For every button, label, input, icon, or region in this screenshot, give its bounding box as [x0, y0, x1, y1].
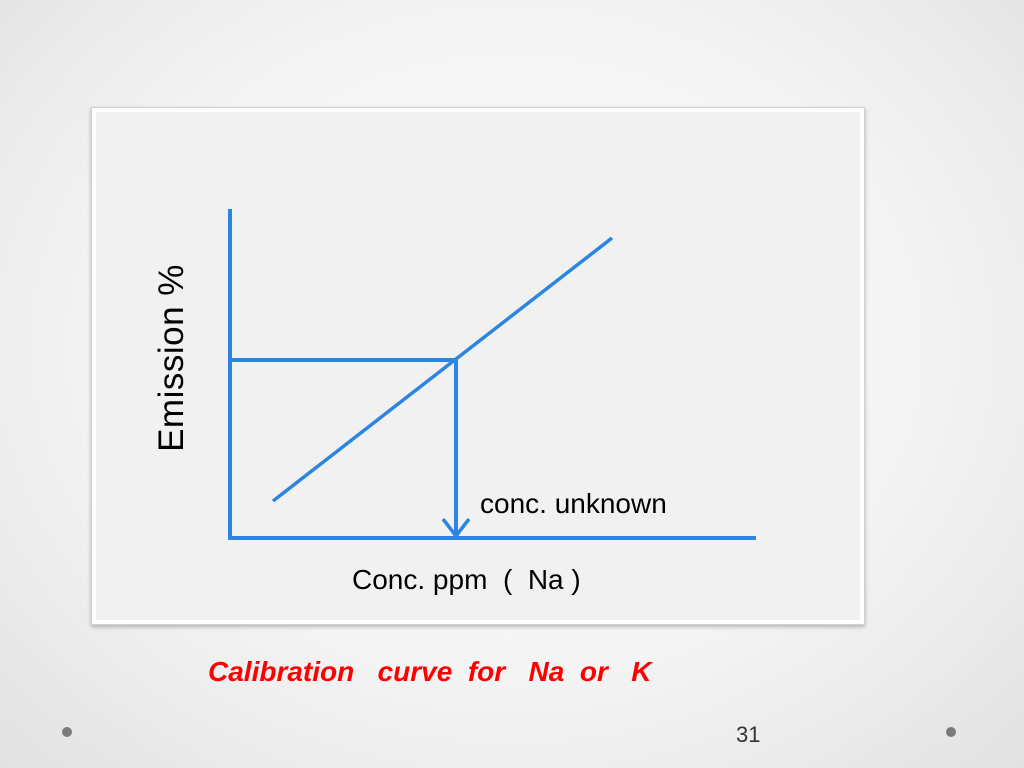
calibration-line	[271, 236, 614, 503]
left-dot-icon	[62, 727, 72, 737]
unknown-concentration-label: conc. unknown	[480, 488, 667, 519]
figure-caption: Calibration curve for Na or K	[208, 656, 652, 687]
arrowhead-icon	[441, 517, 471, 539]
y-axis-label: Emission %	[152, 264, 191, 452]
x-axis-label: Conc. ppm ( Na )	[352, 564, 581, 595]
page-number: 31	[736, 722, 761, 747]
right-dot-icon	[946, 727, 956, 737]
